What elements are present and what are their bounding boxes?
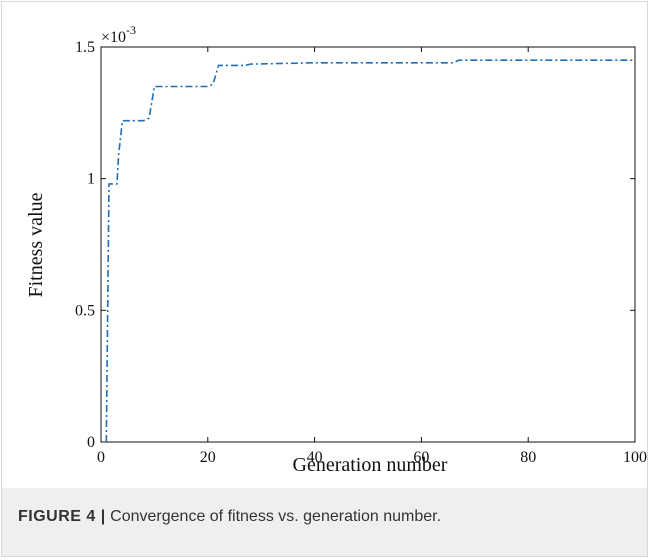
x-tick-label: 100 xyxy=(623,449,647,466)
y-tick-label: 0 xyxy=(87,434,95,451)
y-axis-label: Fitness value xyxy=(25,192,47,297)
caption-bar xyxy=(2,488,647,556)
x-tick-label: 40 xyxy=(307,449,323,466)
y-tick-label: 1 xyxy=(87,171,95,188)
y-axis-multiplier-base: ×10 xyxy=(101,29,126,46)
x-tick-label: 80 xyxy=(520,449,536,466)
caption-text: Convergence of fitness vs. generation nu… xyxy=(105,508,442,525)
x-axis-label: Generation number xyxy=(293,454,448,476)
x-tick-label: 20 xyxy=(200,449,216,466)
y-tick-labels: 0 0.5 1 1.5 xyxy=(75,39,95,451)
y-tick-label: 0.5 xyxy=(75,302,95,319)
y-tick-label: 1.5 xyxy=(75,39,95,56)
x-tick-labels: 0 20 40 60 80 100 xyxy=(97,449,647,466)
x-tick-label: 60 xyxy=(413,449,429,466)
plot-area-border xyxy=(100,46,636,443)
figure-label: FIGURE 4 | xyxy=(18,508,106,525)
x-tick-label: 0 xyxy=(97,449,105,466)
axes-box xyxy=(100,46,636,443)
y-axis-multiplier-exponent: -3 xyxy=(126,23,136,37)
series-group xyxy=(105,59,635,443)
figure-caption: FIGURE 4 | Convergence of fitness vs. ge… xyxy=(18,508,441,526)
fitness-series-line xyxy=(105,59,635,443)
tick-marks xyxy=(100,46,636,443)
fitness-chart: 0 20 40 60 80 100 00.511.5 Generation number … xyxy=(25,23,647,476)
y-axis-multiplier: ×10-3 xyxy=(101,23,136,46)
